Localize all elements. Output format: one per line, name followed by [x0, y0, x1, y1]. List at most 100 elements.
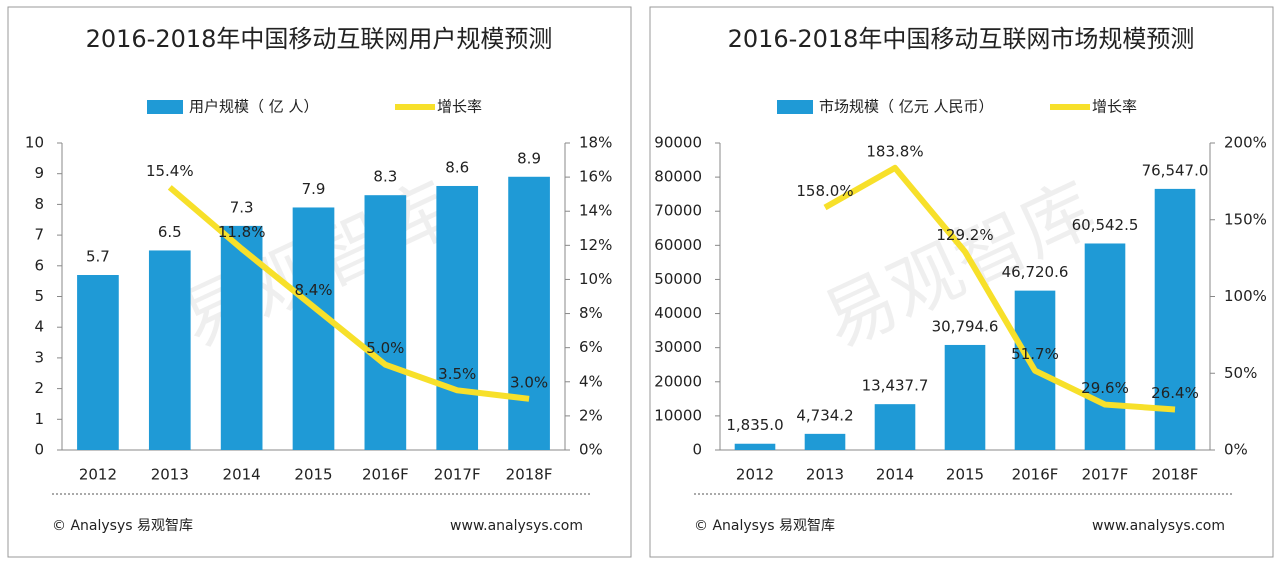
y2-tick-label: 4%	[579, 372, 603, 390]
y-tick-label: 4	[34, 318, 44, 336]
website: www.analysys.com	[1092, 518, 1225, 534]
y2-tick-label: 8%	[579, 304, 603, 322]
y-tick-label: 60000	[654, 236, 702, 254]
bar-value-label: 8.3	[373, 168, 397, 186]
y2-tick-label: 10%	[579, 270, 612, 288]
bar	[292, 207, 335, 450]
bar	[77, 275, 119, 450]
x-tick-label: 2016F	[1012, 466, 1059, 484]
bar	[436, 185, 479, 451]
line-value-label: 5.0%	[366, 339, 404, 357]
line-value-label: 3.5%	[438, 365, 476, 383]
bar-value-label: 8.9	[517, 149, 541, 167]
bar-value-label: 13,437.7	[862, 377, 929, 395]
bar-value-label: 7.9	[302, 180, 326, 198]
line-value-label: 26.4%	[1151, 384, 1199, 402]
bar	[944, 344, 986, 450]
line-value-label: 11.8%	[218, 223, 266, 241]
line-value-label: 129.2%	[936, 226, 993, 244]
bar	[734, 443, 776, 450]
legend-label: 增长率	[437, 98, 482, 116]
x-tick-label: 2018F	[1152, 466, 1199, 484]
line-value-label: 15.4%	[146, 162, 194, 180]
line	[823, 164, 1176, 413]
x-tick-label: 2012	[736, 466, 774, 484]
y2-tick-label: 2%	[579, 406, 603, 424]
line-value-label: 29.6%	[1081, 379, 1129, 397]
y2-tick-label: 0%	[1224, 441, 1248, 459]
y2-tick-label: 14%	[579, 202, 612, 220]
x-tick-label: 2017F	[1082, 466, 1129, 484]
y-tick-label: 0	[692, 441, 702, 459]
line-value-label: 158.0%	[796, 182, 853, 200]
x-tick-label: 2014	[223, 466, 261, 484]
y2-tick-label: 200%	[1224, 134, 1267, 152]
y-tick-label: 1	[34, 410, 44, 428]
legend-swatch	[777, 100, 813, 114]
panel-border	[649, 6, 1274, 558]
y-tick-label: 90000	[654, 134, 702, 152]
y2-tick-label: 0%	[579, 441, 603, 459]
x-tick-label: 2017F	[434, 466, 481, 484]
line-value-label: 51.7%	[1011, 345, 1059, 363]
source: © Analysys 易观智库	[694, 518, 835, 534]
bar-value-label: 1,835.0	[726, 416, 783, 434]
x-tick-label: 2013	[151, 466, 189, 484]
y2-tick-label: 6%	[579, 338, 603, 356]
chart-panel: 2016-2018年中国移动互联网用户规模预测易观智库0123456789100…	[7, 6, 632, 558]
y-tick-label: 40000	[654, 304, 702, 322]
source: © Analysys 易观智库	[52, 518, 193, 534]
x-tick-label: 2014	[876, 466, 914, 484]
bar-value-label: 4,734.2	[796, 406, 853, 424]
y-tick-label: 3	[34, 348, 44, 366]
panel-border	[7, 6, 632, 558]
y-tick-label: 0	[34, 441, 44, 459]
legend-label: 市场规模（ 亿元 人民币）	[819, 98, 994, 116]
y2-tick-label: 16%	[579, 168, 612, 186]
bar-value-label: 46,720.6	[1002, 263, 1069, 281]
y-tick-label: 9	[34, 164, 44, 182]
y-tick-label: 8	[34, 195, 44, 213]
y-tick-label: 80000	[654, 168, 702, 186]
bar	[1084, 243, 1126, 450]
bar-value-label: 60,542.5	[1072, 216, 1139, 234]
y-tick-label: 30000	[654, 338, 702, 356]
x-tick-label: 2012	[79, 466, 117, 484]
line-value-label: 183.8%	[866, 142, 923, 160]
legend-swatch	[147, 100, 183, 114]
bar-value-label: 7.3	[230, 198, 254, 216]
bar	[874, 404, 916, 450]
chart-title: 2016-2018年中国移动互联网市场规模预测	[728, 25, 1195, 53]
bar-value-label: 5.7	[86, 248, 110, 266]
chart-panel: 2016-2018年中国移动互联网市场规模预测易观智库0100002000030…	[649, 6, 1274, 558]
y2-tick-label: 150%	[1224, 210, 1267, 228]
x-tick-label: 2015	[294, 466, 332, 484]
y2-tick-label: 50%	[1224, 364, 1257, 382]
y2-tick-label: 100%	[1224, 287, 1267, 305]
x-tick-label: 2013	[806, 466, 844, 484]
line-value-label: 8.4%	[294, 281, 332, 299]
legend-label: 用户规模（ 亿 人）	[189, 98, 319, 116]
x-tick-label: 2018F	[506, 466, 553, 484]
bar-value-label: 6.5	[158, 223, 182, 241]
legend-label: 增长率	[1092, 98, 1137, 116]
line	[167, 185, 530, 402]
y-tick-label: 5	[34, 287, 44, 305]
chart-title: 2016-2018年中国移动互联网用户规模预测	[86, 25, 553, 53]
y-tick-label: 50000	[654, 270, 702, 288]
bar	[148, 250, 191, 450]
y-tick-label: 70000	[654, 202, 702, 220]
y-tick-label: 6	[34, 256, 44, 274]
y-tick-label: 10	[25, 134, 44, 152]
line-value-label: 3.0%	[510, 373, 548, 391]
bar	[364, 195, 407, 450]
x-tick-label: 2016F	[362, 466, 409, 484]
x-tick-label: 2015	[946, 466, 984, 484]
bar-value-label: 76,547.0	[1142, 161, 1209, 179]
bar	[508, 176, 550, 450]
y-tick-label: 10000	[654, 406, 702, 424]
website: www.analysys.com	[450, 518, 583, 534]
bar-value-label: 8.6	[445, 158, 469, 176]
bar	[804, 433, 846, 450]
